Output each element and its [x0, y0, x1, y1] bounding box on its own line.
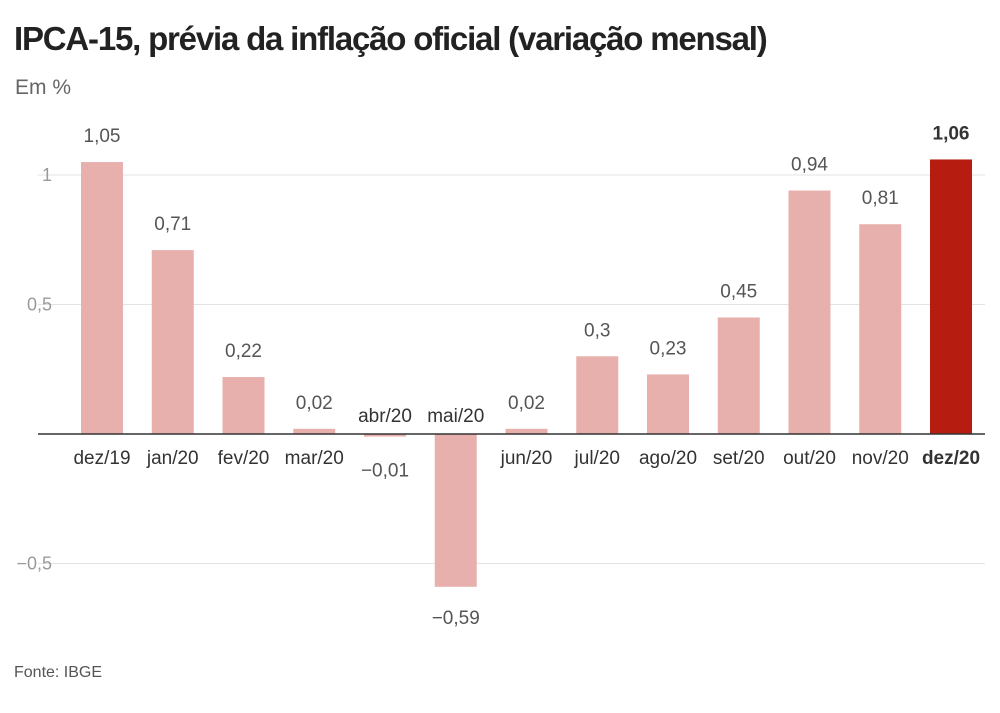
- x-tick-label: out/20: [783, 448, 836, 469]
- data-label: 0,94: [791, 155, 828, 176]
- data-label: 1,05: [84, 126, 121, 147]
- bar: [930, 159, 972, 434]
- bar: [222, 377, 265, 434]
- bar: [859, 224, 902, 434]
- x-tick-label: abr/20: [358, 406, 412, 427]
- x-tick-label: dez/20: [922, 448, 980, 469]
- unit-label: Em %: [15, 76, 72, 99]
- source-note: Fonte: IBGE: [14, 664, 103, 681]
- bar: [364, 434, 406, 437]
- x-tick-label: dez/19: [73, 448, 130, 469]
- bar: [434, 434, 477, 587]
- x-tick-label: jul/20: [574, 448, 620, 469]
- y-tick-label: 1: [42, 165, 52, 185]
- x-tick-label: mar/20: [285, 448, 344, 469]
- bar: [576, 356, 619, 434]
- chart-title: IPCA-15, prévia da inflação oficial (var…: [14, 20, 768, 57]
- x-tick-label: jun/20: [500, 448, 553, 469]
- data-label: 1,06: [933, 123, 970, 144]
- value-labels: 1,05 0,71 0,22 0,02 −0,01 −0,59 0,02 0,3 0,23 0,4…: [84, 123, 970, 628]
- data-label: 0,81: [862, 188, 899, 209]
- bar: [788, 190, 831, 434]
- bar: [151, 250, 194, 434]
- y-tick-label: 0,5: [27, 295, 52, 315]
- bar: [81, 162, 123, 435]
- x-tick-label: fev/20: [218, 448, 270, 469]
- bar: [505, 428, 548, 434]
- data-label: −0,59: [432, 608, 480, 629]
- data-label: 0,45: [720, 281, 757, 302]
- data-label: −0,01: [361, 461, 409, 482]
- data-label: 0,3: [584, 320, 610, 341]
- x-tick-label: jan/20: [146, 448, 199, 469]
- x-axis-labels: dez/19 jan/20 fev/20 mar/20 abr/20 mai/20 jun/…: [73, 406, 980, 469]
- data-label: 0,71: [154, 214, 191, 235]
- data-label: 0,23: [650, 338, 687, 359]
- x-tick-label: ago/20: [639, 448, 697, 469]
- bar: [717, 317, 760, 434]
- data-label: 0,02: [296, 393, 333, 414]
- data-label: 0,02: [508, 393, 545, 414]
- x-tick-label: nov/20: [852, 448, 909, 469]
- bar: [647, 374, 689, 434]
- x-tick-label: set/20: [713, 448, 765, 469]
- data-label: 0,22: [225, 341, 262, 362]
- bars: [81, 159, 972, 587]
- y-axis-ticks: 1 0,5 −0,5: [16, 165, 52, 574]
- bar: [293, 428, 336, 434]
- y-tick-label: −0,5: [16, 554, 52, 574]
- x-tick-label: mai/20: [427, 406, 484, 427]
